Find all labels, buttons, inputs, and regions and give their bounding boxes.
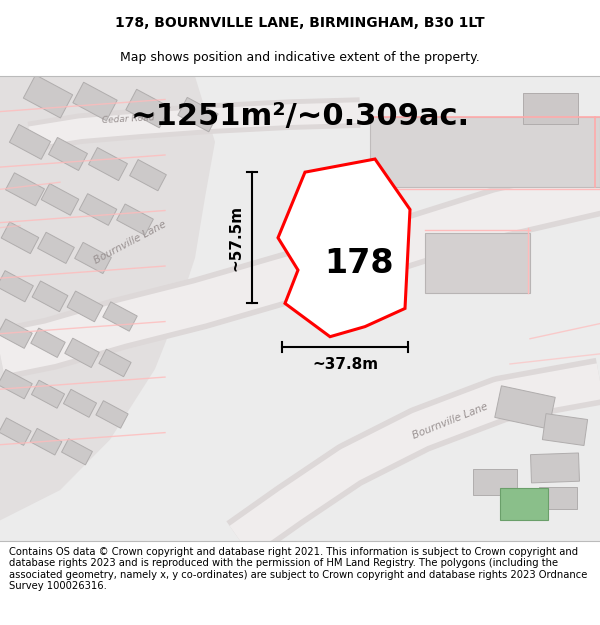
Polygon shape (89, 148, 127, 181)
Polygon shape (32, 281, 68, 312)
Polygon shape (0, 319, 32, 348)
Text: Contains OS data © Crown copyright and database right 2021. This information is : Contains OS data © Crown copyright and d… (9, 546, 587, 591)
Text: Bournville Lane: Bournville Lane (411, 402, 489, 441)
Polygon shape (49, 138, 88, 171)
Polygon shape (10, 124, 50, 159)
Polygon shape (178, 98, 218, 132)
Polygon shape (30, 428, 62, 455)
Polygon shape (425, 232, 530, 293)
Polygon shape (530, 453, 580, 483)
Text: Cedar Road: Cedar Road (101, 112, 155, 124)
Polygon shape (5, 173, 44, 206)
Polygon shape (278, 159, 410, 337)
Text: Bournville Lane: Bournville Lane (92, 219, 168, 266)
Polygon shape (62, 439, 92, 465)
Polygon shape (31, 380, 65, 408)
Polygon shape (41, 184, 79, 215)
Polygon shape (523, 93, 577, 124)
Text: ~57.5m: ~57.5m (229, 205, 244, 271)
Text: ~37.8m: ~37.8m (312, 357, 378, 372)
Polygon shape (370, 117, 600, 188)
Polygon shape (0, 369, 32, 399)
Polygon shape (0, 271, 34, 302)
Polygon shape (130, 159, 166, 191)
Text: ~1251m²/~0.309ac.: ~1251m²/~0.309ac. (130, 102, 470, 131)
Text: Map shows position and indicative extent of the property.: Map shows position and indicative extent… (120, 51, 480, 64)
Polygon shape (103, 302, 137, 331)
Polygon shape (64, 389, 97, 418)
Polygon shape (79, 194, 117, 226)
Polygon shape (0, 418, 31, 446)
Polygon shape (73, 82, 117, 121)
Polygon shape (126, 89, 170, 127)
Polygon shape (65, 338, 99, 367)
Polygon shape (67, 291, 103, 322)
Polygon shape (542, 414, 587, 446)
Polygon shape (473, 469, 517, 495)
Polygon shape (74, 242, 112, 274)
Text: 178, BOURNVILLE LANE, BIRMINGHAM, B30 1LT: 178, BOURNVILLE LANE, BIRMINGHAM, B30 1L… (115, 16, 485, 30)
Polygon shape (38, 232, 74, 264)
Polygon shape (23, 75, 73, 118)
Text: 178: 178 (324, 247, 394, 280)
Polygon shape (1, 222, 39, 254)
Polygon shape (96, 401, 128, 428)
Polygon shape (495, 386, 555, 429)
Polygon shape (539, 487, 577, 509)
Polygon shape (99, 349, 131, 377)
Polygon shape (0, 76, 215, 521)
Polygon shape (31, 328, 65, 357)
Polygon shape (116, 204, 154, 235)
Polygon shape (500, 488, 548, 521)
